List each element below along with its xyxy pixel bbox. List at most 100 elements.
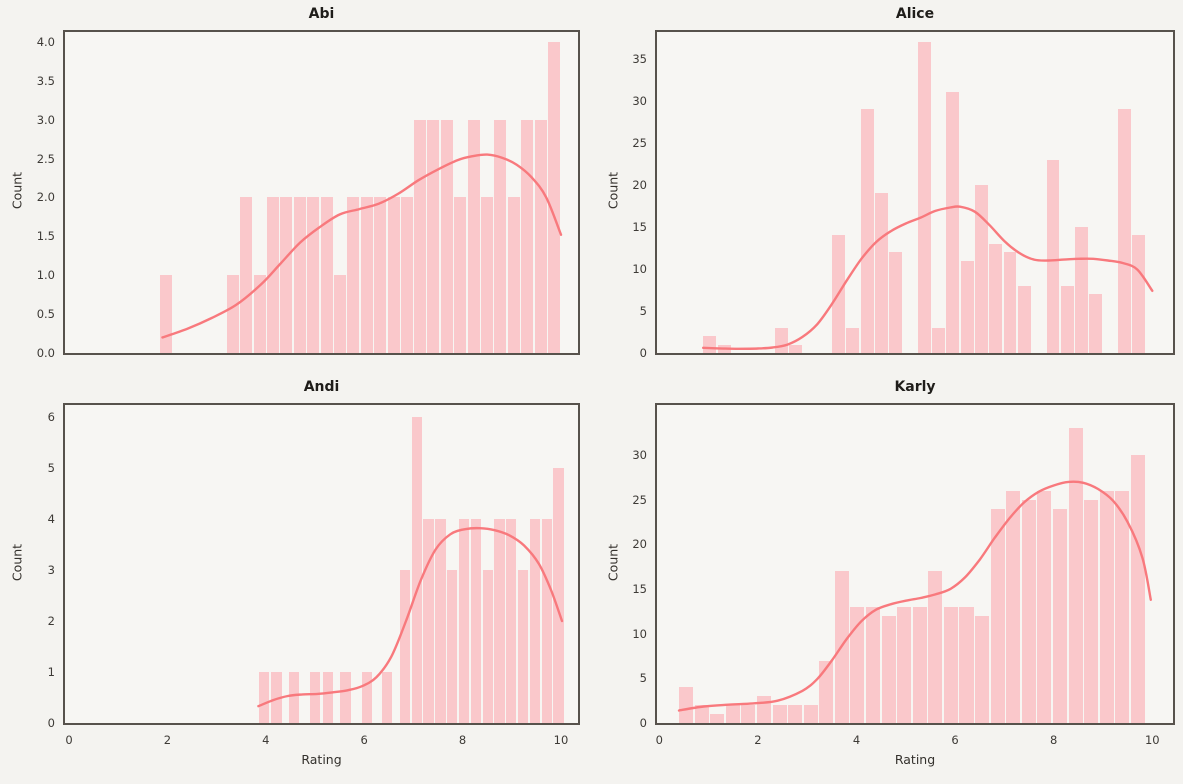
- y-tick-label: 5: [47, 461, 55, 475]
- plot-area: [657, 405, 1173, 723]
- histogram-bar: [470, 519, 482, 723]
- histogram-bar: [710, 714, 725, 723]
- subplot-alice: [655, 30, 1175, 355]
- histogram-bar: [772, 705, 787, 723]
- y-tick-label: 20: [632, 177, 647, 192]
- histogram-bar: [917, 41, 931, 353]
- histogram-bar: [874, 193, 888, 353]
- histogram-bar: [374, 197, 387, 353]
- histogram-bar: [912, 606, 927, 723]
- histogram-bar: [1003, 252, 1017, 353]
- plot-area: [65, 32, 578, 353]
- histogram-bar: [333, 275, 346, 353]
- plot-area: [65, 405, 578, 723]
- x-tick-label: 4: [852, 733, 861, 747]
- x-tick-label: 0: [65, 733, 73, 747]
- histogram-bar: [267, 197, 279, 353]
- histogram-bar: [458, 519, 470, 723]
- y-tick-label: 10: [632, 626, 647, 641]
- kde-curve: [677, 480, 1152, 712]
- histogram-bar: [541, 519, 552, 723]
- subplot-abi: [63, 30, 580, 355]
- y-tick-label: 2.5: [36, 151, 55, 166]
- histogram-bar: [897, 606, 912, 723]
- histogram-bar: [361, 672, 372, 723]
- histogram-bar: [932, 327, 945, 353]
- histogram-bar: [553, 468, 564, 723]
- histogram-bar: [435, 519, 446, 723]
- histogram-bar: [928, 571, 943, 723]
- histogram-bar: [529, 519, 541, 723]
- histogram-bar: [1037, 490, 1052, 723]
- histogram-bar: [1068, 428, 1083, 723]
- histogram-bar: [454, 197, 467, 353]
- y-tick-label: 15: [632, 582, 647, 596]
- y-tick-label: 25: [632, 492, 647, 507]
- kde-curve: [161, 153, 563, 339]
- y-tick-label: 30: [632, 93, 647, 108]
- histogram-bar: [293, 197, 306, 353]
- histogram-bar: [340, 672, 351, 723]
- x-tick-label: 6: [951, 733, 959, 747]
- y-tick-label: 10: [632, 261, 647, 276]
- histogram-bar: [494, 119, 507, 353]
- histogram-bar: [975, 184, 988, 353]
- histogram-bar: [517, 570, 529, 723]
- x-axis-label-rating-left: Rating: [301, 752, 342, 767]
- y-tick-label: 5: [639, 303, 647, 318]
- plot-title-alice: Alice: [895, 6, 935, 22]
- histogram-bar: [959, 606, 974, 723]
- histogram-bar: [990, 508, 1005, 723]
- histogram-bar: [846, 327, 860, 353]
- histogram-bar: [1060, 285, 1074, 353]
- plot-title-andi: Andi: [303, 379, 340, 395]
- y-tick-label: 30: [632, 448, 647, 463]
- histogram-bar: [1130, 455, 1145, 723]
- histogram-bar: [322, 672, 333, 723]
- histogram-bar: [427, 119, 440, 353]
- histogram-bar: [360, 197, 373, 353]
- histogram-bar: [521, 119, 534, 353]
- histogram-bar: [860, 109, 874, 353]
- histogram-bar: [258, 672, 269, 723]
- y-tick-label: 2.0: [36, 190, 55, 205]
- y-tick-label: 3.5: [36, 73, 55, 88]
- y-tick-label: 0.5: [36, 307, 55, 322]
- kde-curve: [701, 205, 1154, 351]
- y-tick-label: 20: [632, 537, 647, 552]
- x-tick-label: 10: [1144, 733, 1160, 747]
- y-tick-label: 6: [47, 410, 55, 424]
- kde-curve: [257, 526, 564, 708]
- histogram-bar: [467, 119, 480, 353]
- histogram-bar: [881, 615, 896, 723]
- y-tick-label: 0.0: [36, 346, 55, 360]
- x-tick-label: 8: [458, 733, 467, 747]
- histogram-bar: [320, 197, 333, 353]
- histogram-bar: [411, 417, 422, 723]
- y-tick-label: 35: [632, 51, 647, 66]
- histogram-bar: [850, 606, 865, 723]
- histogram-bar: [508, 197, 521, 353]
- histogram-bar: [1052, 508, 1068, 723]
- y-tick-label: 1.5: [36, 229, 55, 244]
- y-tick-label: 0: [639, 346, 647, 360]
- histogram-bar: [943, 606, 958, 723]
- plot-title-abi: Abi: [308, 6, 335, 22]
- histogram-bar: [1046, 159, 1060, 353]
- histogram-bar: [1099, 490, 1114, 723]
- histogram-bar: [679, 687, 694, 723]
- histogram-bar: [741, 705, 756, 723]
- y-tick-label: 3: [47, 563, 55, 577]
- x-tick-label: 2: [754, 733, 762, 747]
- histogram-bar: [159, 275, 172, 353]
- histogram-bar: [819, 660, 834, 723]
- y-tick-label: 1.0: [36, 268, 55, 283]
- histogram-bar: [1132, 235, 1146, 353]
- y-tick-label: 3.0: [36, 112, 55, 127]
- histogram-bar: [280, 197, 293, 353]
- y-tick-label: 15: [632, 219, 647, 234]
- histogram-bar: [788, 705, 803, 723]
- y-tick-label: 5: [639, 671, 647, 686]
- x-tick-label: 6: [360, 733, 368, 747]
